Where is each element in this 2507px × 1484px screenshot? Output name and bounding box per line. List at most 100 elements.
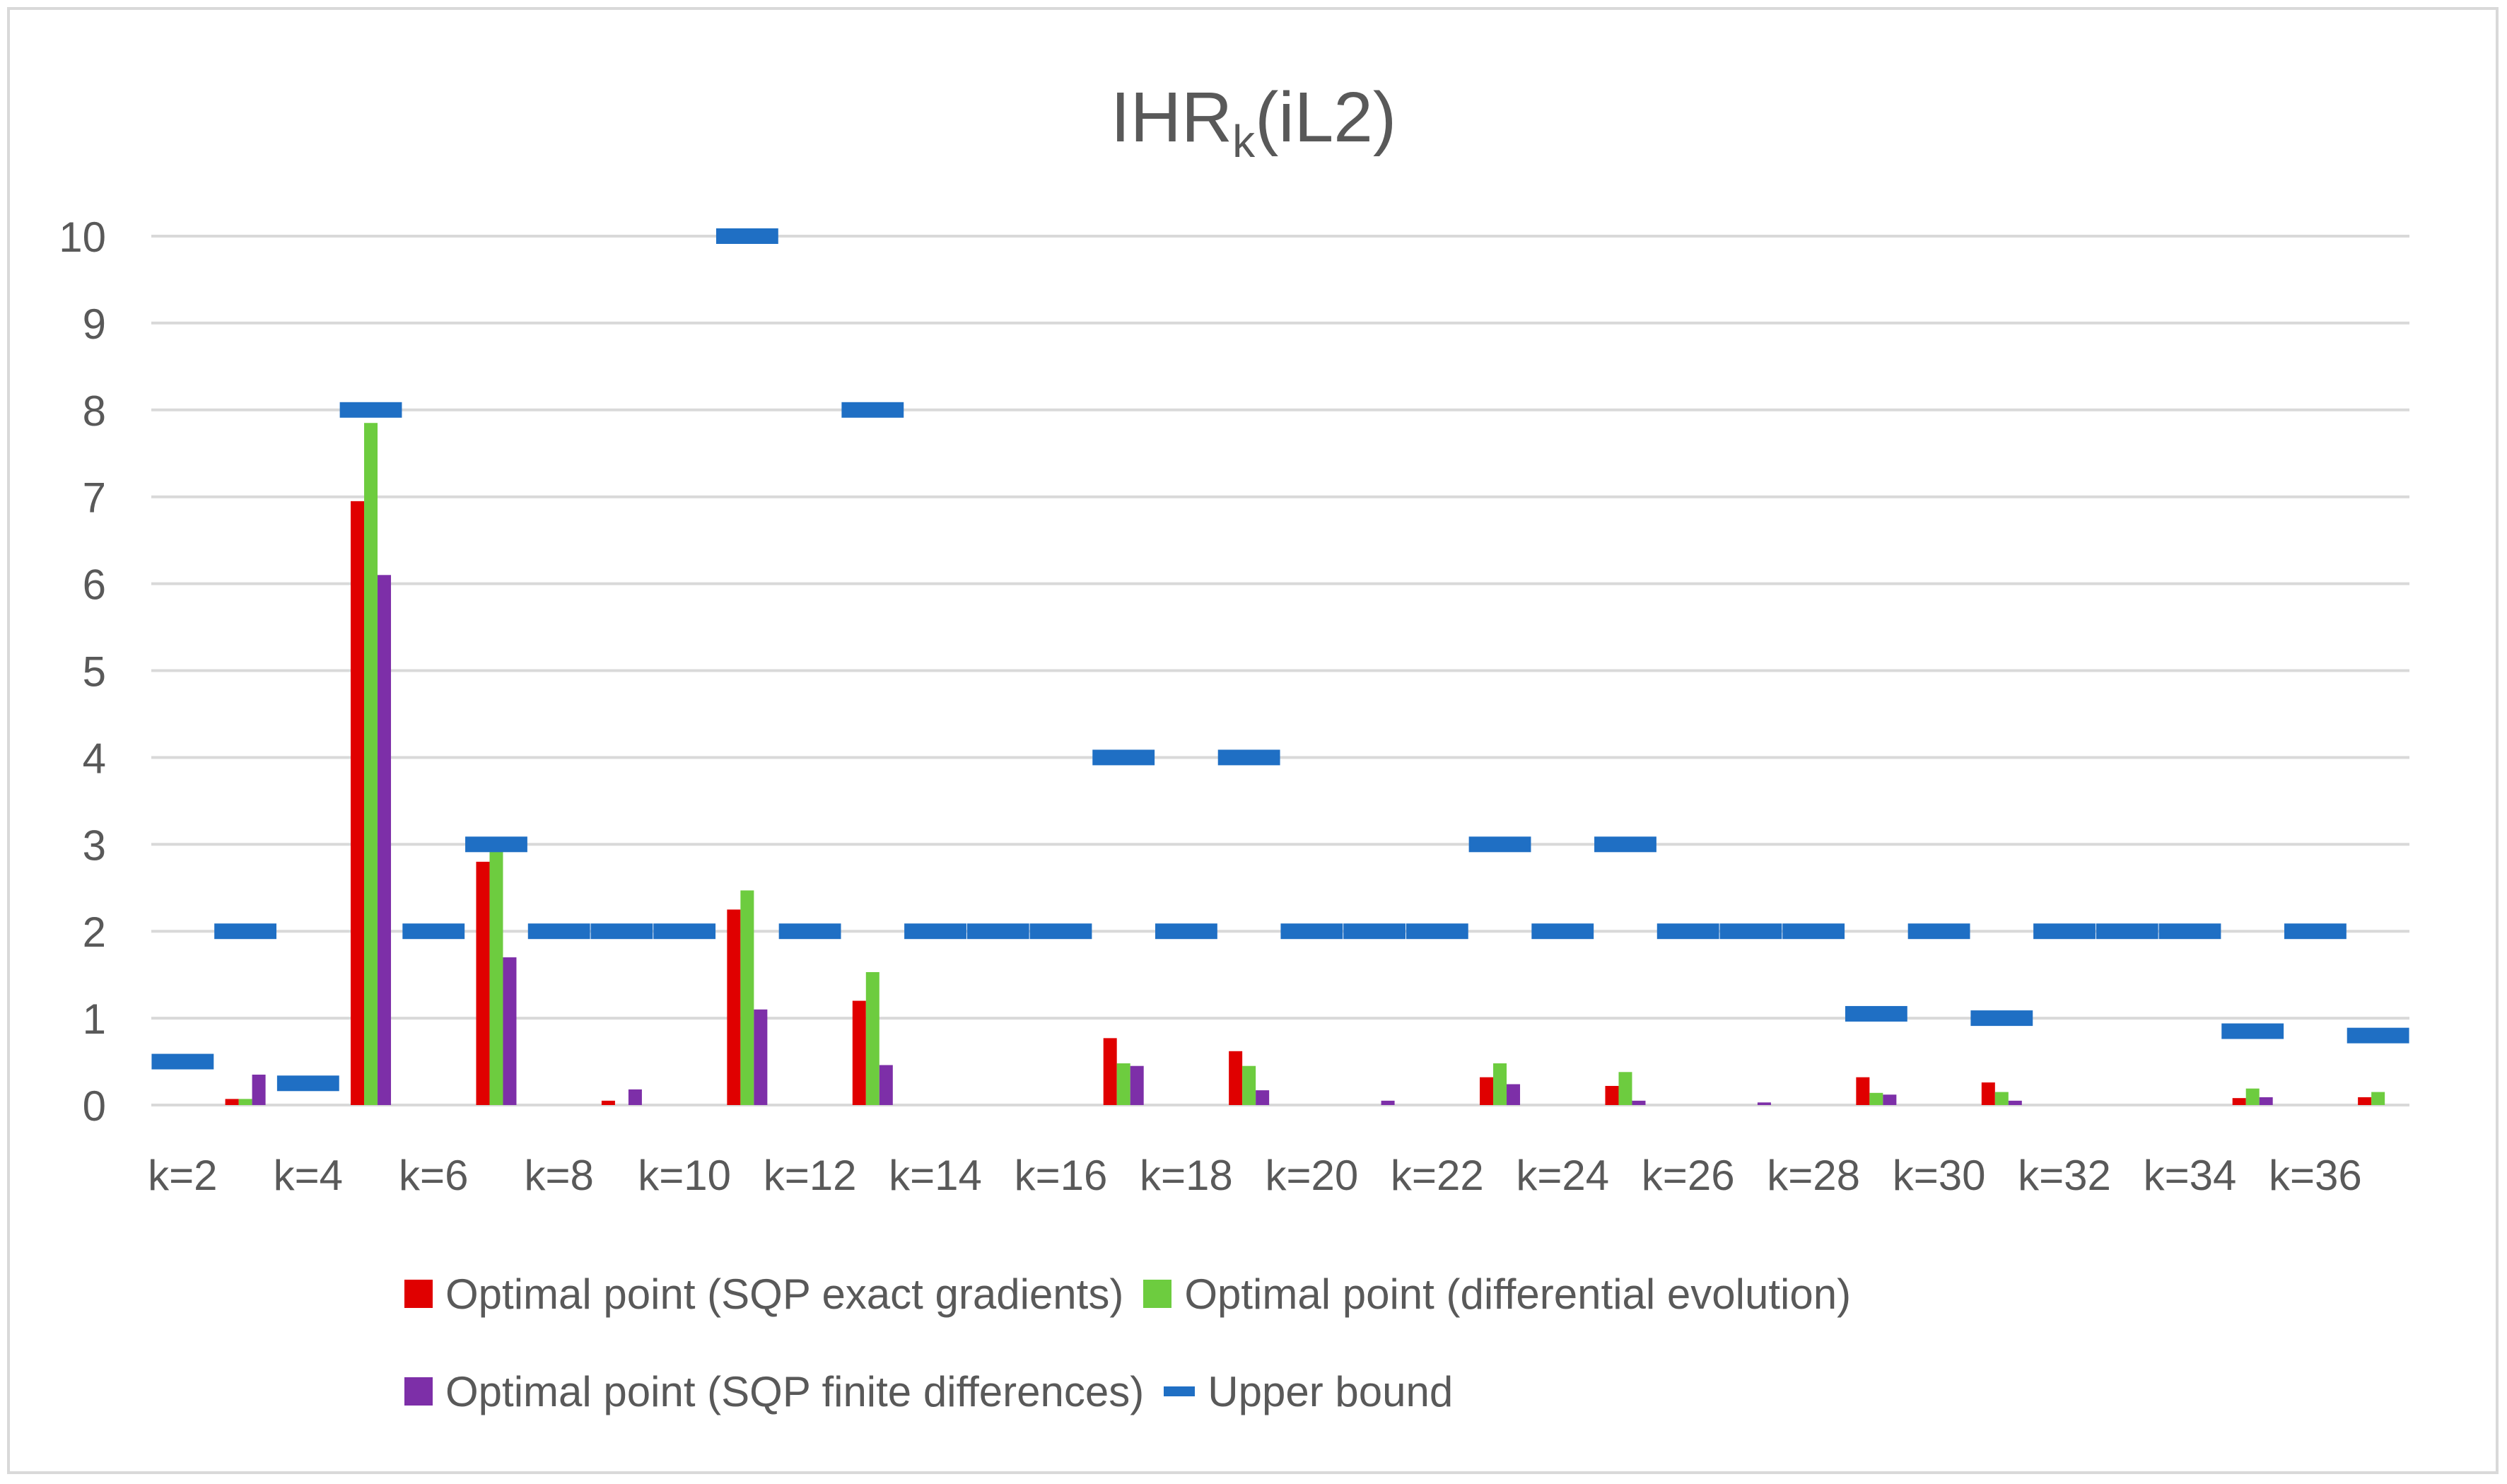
- upper-bound-marker-k=17: [1092, 749, 1155, 766]
- y-tick-label-6: 6: [83, 561, 106, 609]
- x-tick-label-k=34: k=34: [2144, 1152, 2237, 1199]
- bar-k=31-series-2: [1994, 1092, 2009, 1105]
- upper-bound-marker-k=21: [1343, 923, 1406, 940]
- bar-k=11-series-2: [740, 890, 754, 1105]
- legend-row-1: Optimal point (SQP exact gradients) Opti…: [404, 1270, 1871, 1318]
- upper-bound-marker-k=9: [590, 923, 653, 940]
- x-tick-label-k=22: k=22: [1391, 1152, 1484, 1199]
- y-axis-ticks: 0 1 2 3 4 5 6 7 8 9 10: [59, 214, 106, 1130]
- grid-lines: [151, 235, 2409, 1106]
- upper-bound-marker-k=36: [2284, 923, 2347, 940]
- upper-bound-marker-k=2: [151, 1053, 214, 1070]
- upper-bound-marker-k=23: [1468, 836, 1531, 853]
- bar-k=5-series-3: [378, 575, 392, 1105]
- bar-k=9-series-1: [601, 1100, 615, 1105]
- legend-swatch-sqp-finite: [404, 1377, 433, 1406]
- y-tick-label-2: 2: [83, 908, 106, 956]
- upper-bound-marker-k=8: [527, 923, 590, 940]
- upper-bound-marker-k=18: [1155, 923, 1217, 940]
- bar-k=29-series-2: [1869, 1092, 1883, 1105]
- upper-bound-marker-k=4: [276, 1075, 339, 1092]
- legend-label-differential-evolution: Optimal point (differential evolution): [1184, 1270, 1852, 1318]
- bar-k=9-series-3: [628, 1089, 642, 1105]
- bar-k=5-series-1: [351, 501, 365, 1105]
- bar-k=29-series-3: [1883, 1094, 1897, 1105]
- legend-label-upper-bound: Upper bound: [1208, 1367, 1454, 1415]
- upper-bound-marker-k=16: [1029, 923, 1092, 940]
- bar-k=21-series-3: [1381, 1100, 1395, 1105]
- y-tick-label-7: 7: [83, 474, 106, 522]
- x-tick-label-k=26: k=26: [1642, 1152, 1735, 1199]
- upper-bound-marker-k=22: [1406, 923, 1468, 940]
- x-tick-label-k=14: k=14: [889, 1152, 982, 1199]
- chart-title-main: IHR: [1111, 78, 1232, 157]
- bar-k=23-series-3: [1507, 1084, 1521, 1105]
- bar-k=13-series-2: [865, 971, 880, 1105]
- upper-bound-marker-k=27: [1719, 923, 1782, 940]
- x-axis-ticks: k=2 k=4 k=6 k=8 k=10 k=12 k=14 k=16 k=18 k=20 k=22…: [148, 1152, 2362, 1199]
- bar-k=19-series-3: [1256, 1090, 1270, 1105]
- y-tick-label-8: 8: [83, 387, 106, 435]
- upper-bound-marker-k=11: [715, 228, 778, 244]
- bar-k=3-series-3: [252, 1074, 266, 1105]
- bar-k=25-series-3: [1632, 1100, 1646, 1105]
- bar-k=19-series-1: [1229, 1051, 1243, 1105]
- bar-k=17-series-2: [1116, 1063, 1130, 1105]
- x-tick-label-k=18: k=18: [1140, 1152, 1233, 1199]
- chart-title-subscript: k: [1232, 116, 1256, 167]
- legend-item-sqp-exact: Optimal point (SQP exact gradients): [404, 1270, 1123, 1319]
- chart-title-suffix: (iL2): [1255, 78, 1396, 157]
- bar-k=11-series-3: [754, 1009, 768, 1105]
- legend-swatch-differential-evolution: [1143, 1280, 1172, 1308]
- x-tick-label-k=36: k=36: [2269, 1152, 2362, 1199]
- upper-bound-marker-k=26: [1656, 923, 1719, 940]
- upper-bound-marker-k=31: [1970, 1010, 2033, 1027]
- upper-bound-marker-k=34: [2158, 923, 2221, 940]
- upper-bound-marker-k=10: [653, 923, 716, 940]
- y-tick-label-5: 5: [83, 648, 106, 696]
- bar-k=37-series-2: [2371, 1092, 2385, 1105]
- x-tick-label-k=20: k=20: [1265, 1152, 1358, 1199]
- y-tick-label-9: 9: [83, 300, 106, 348]
- x-tick-label-k=8: k=8: [524, 1152, 593, 1199]
- upper-bound-marker-k=14: [904, 923, 966, 940]
- legend-item-upper-bound: Upper bound: [1164, 1367, 1453, 1416]
- bar-k=7-series-1: [476, 861, 490, 1105]
- x-tick-label-k=4: k=4: [274, 1152, 343, 1199]
- bar-k=31-series-1: [1981, 1082, 1995, 1105]
- legend-item-differential-evolution: Optimal point (differential evolution): [1143, 1270, 1851, 1319]
- legend-swatch-upper-bound: [1164, 1386, 1196, 1396]
- upper-bound-marker-k=24: [1531, 923, 1594, 940]
- x-tick-label-k=12: k=12: [764, 1152, 857, 1199]
- bar-k=35-series-2: [2245, 1088, 2260, 1105]
- y-tick-label-10: 10: [59, 214, 106, 261]
- bar-k=7-series-2: [489, 846, 503, 1105]
- legend-label-sqp-finite: Optimal point (SQP finite differences): [445, 1367, 1145, 1415]
- upper-bound-marker-k=12: [778, 923, 841, 940]
- y-tick-label-3: 3: [83, 822, 106, 869]
- upper-bound-marker-k=5: [339, 402, 402, 418]
- bar-k=3-series-2: [238, 1099, 252, 1105]
- upper-bound-marker-k=7: [465, 836, 527, 853]
- y-tick-label-4: 4: [83, 735, 106, 782]
- legend-label-sqp-exact: Optimal point (SQP exact gradients): [445, 1270, 1124, 1318]
- bar-k=13-series-3: [879, 1065, 893, 1105]
- upper-bound-marker-k=20: [1280, 923, 1343, 940]
- bar-k=23-series-1: [1480, 1077, 1494, 1105]
- bar-k=25-series-2: [1618, 1072, 1632, 1105]
- bar-k=17-series-3: [1130, 1065, 1144, 1105]
- bar-k=5-series-2: [364, 423, 378, 1105]
- bar-k=35-series-1: [2232, 1098, 2246, 1105]
- upper-bound-marker-k=28: [1782, 923, 1845, 940]
- upper-bound-marker-k=19: [1217, 749, 1280, 766]
- bar-k=35-series-3: [2259, 1097, 2273, 1105]
- upper-bound-marker-k=13: [841, 402, 904, 418]
- chart-frame: [7, 7, 2499, 1474]
- bar-k=27-series-3: [1757, 1102, 1771, 1105]
- bar-k=25-series-1: [1605, 1085, 1619, 1105]
- bar-k=23-series-2: [1493, 1063, 1507, 1105]
- upper-bound-marker-k=15: [966, 923, 1029, 940]
- upper-bound-marker-k=3: [214, 923, 277, 940]
- upper-bound-marker-k=25: [1594, 836, 1656, 853]
